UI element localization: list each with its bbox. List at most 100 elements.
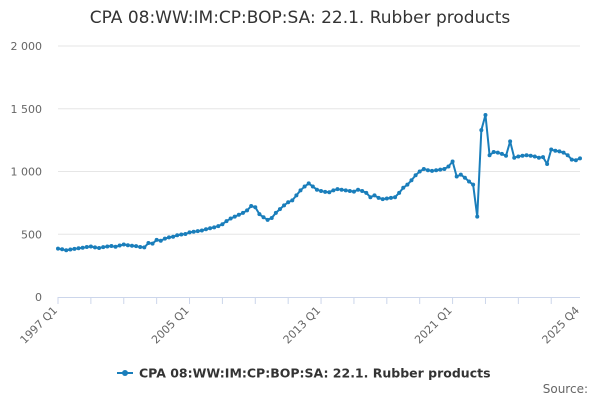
data-point[interactable] xyxy=(72,246,77,251)
data-point[interactable] xyxy=(286,200,291,205)
data-point[interactable] xyxy=(512,155,517,160)
data-point[interactable] xyxy=(380,197,385,202)
data-point[interactable] xyxy=(113,244,118,249)
data-point[interactable] xyxy=(261,215,266,220)
data-point[interactable] xyxy=(310,184,315,189)
data-point[interactable] xyxy=(142,245,147,250)
data-point[interactable] xyxy=(376,195,381,200)
data-point[interactable] xyxy=(368,195,373,200)
data-point[interactable] xyxy=(343,188,348,193)
data-point[interactable] xyxy=(253,205,258,210)
data-point[interactable] xyxy=(277,207,282,212)
data-point[interactable] xyxy=(319,188,324,193)
data-point[interactable] xyxy=(216,224,221,229)
data-point[interactable] xyxy=(162,236,167,241)
legend-label[interactable]: CPA 08:WW:IM:CP:BOP:SA: 22.1. Rubber pro… xyxy=(139,366,491,381)
data-point[interactable] xyxy=(166,235,171,240)
data-point[interactable] xyxy=(208,226,213,231)
data-point[interactable] xyxy=(187,230,192,235)
data-point[interactable] xyxy=(129,243,134,248)
data-point[interactable] xyxy=(335,187,340,192)
data-point[interactable] xyxy=(401,185,406,190)
data-point[interactable] xyxy=(360,188,365,193)
data-point[interactable] xyxy=(491,150,496,155)
data-point[interactable] xyxy=(479,128,484,133)
data-point[interactable] xyxy=(454,174,459,179)
data-point[interactable] xyxy=(347,188,352,193)
data-point[interactable] xyxy=(191,229,196,234)
data-point[interactable] xyxy=(199,228,204,233)
data-point[interactable] xyxy=(413,173,418,178)
data-point[interactable] xyxy=(150,241,155,246)
data-point[interactable] xyxy=(68,247,73,252)
data-point[interactable] xyxy=(565,153,570,158)
data-point[interactable] xyxy=(553,148,558,153)
data-point[interactable] xyxy=(442,166,447,171)
data-point[interactable] xyxy=(56,246,60,251)
data-point[interactable] xyxy=(154,237,159,242)
data-point[interactable] xyxy=(240,210,245,215)
data-point[interactable] xyxy=(323,189,328,194)
data-point[interactable] xyxy=(430,168,435,173)
data-point[interactable] xyxy=(384,196,389,201)
data-point[interactable] xyxy=(425,168,430,173)
data-point[interactable] xyxy=(64,248,69,253)
data-point[interactable] xyxy=(528,153,533,158)
data-point[interactable] xyxy=(290,198,295,203)
legend[interactable]: CPA 08:WW:IM:CP:BOP:SA: 22.1. Rubber pro… xyxy=(117,366,491,381)
data-point[interactable] xyxy=(60,247,65,252)
data-point[interactable] xyxy=(569,157,574,162)
data-point[interactable] xyxy=(232,214,237,219)
data-point[interactable] xyxy=(573,158,578,163)
data-point[interactable] xyxy=(195,229,200,234)
data-point[interactable] xyxy=(331,188,336,193)
data-point[interactable] xyxy=(298,188,303,193)
data-point[interactable] xyxy=(179,232,184,237)
data-point[interactable] xyxy=(499,151,504,156)
data-point[interactable] xyxy=(388,195,393,200)
data-point[interactable] xyxy=(146,241,151,246)
data-point[interactable] xyxy=(557,149,562,154)
data-point[interactable] xyxy=(158,238,163,243)
data-point[interactable] xyxy=(88,244,93,249)
data-point[interactable] xyxy=(520,153,525,158)
data-point[interactable] xyxy=(109,244,114,249)
data-point[interactable] xyxy=(372,193,377,198)
data-point[interactable] xyxy=(364,190,369,195)
data-point[interactable] xyxy=(257,212,262,217)
data-point[interactable] xyxy=(236,212,241,217)
data-point[interactable] xyxy=(76,246,81,251)
data-point[interactable] xyxy=(393,195,398,200)
data-point[interactable] xyxy=(450,159,455,164)
data-point[interactable] xyxy=(434,168,439,173)
data-point[interactable] xyxy=(421,166,426,171)
data-point[interactable] xyxy=(417,169,422,174)
data-point[interactable] xyxy=(302,184,307,189)
data-point[interactable] xyxy=(351,189,356,194)
data-point[interactable] xyxy=(84,245,89,250)
data-point[interactable] xyxy=(220,222,225,227)
data-point[interactable] xyxy=(175,233,180,238)
data-point[interactable] xyxy=(467,179,472,184)
data-point[interactable] xyxy=(249,204,254,209)
data-point[interactable] xyxy=(397,190,402,195)
data-point[interactable] xyxy=(105,244,110,249)
data-point[interactable] xyxy=(405,182,410,187)
data-point[interactable] xyxy=(92,245,97,250)
data-point[interactable] xyxy=(80,245,85,250)
data-point[interactable] xyxy=(203,227,208,232)
data-point[interactable] xyxy=(138,245,143,250)
data-point[interactable] xyxy=(273,210,278,215)
data-point[interactable] xyxy=(541,155,546,160)
data-point[interactable] xyxy=(314,187,319,192)
data-point[interactable] xyxy=(446,164,451,169)
data-point[interactable] xyxy=(487,153,492,158)
data-point[interactable] xyxy=(101,245,106,250)
data-point[interactable] xyxy=(327,190,332,195)
data-point[interactable] xyxy=(265,217,270,222)
data-point[interactable] xyxy=(294,193,299,198)
data-point[interactable] xyxy=(339,187,344,192)
data-point[interactable] xyxy=(495,150,500,155)
data-point[interactable] xyxy=(306,181,311,186)
data-point[interactable] xyxy=(409,178,414,183)
